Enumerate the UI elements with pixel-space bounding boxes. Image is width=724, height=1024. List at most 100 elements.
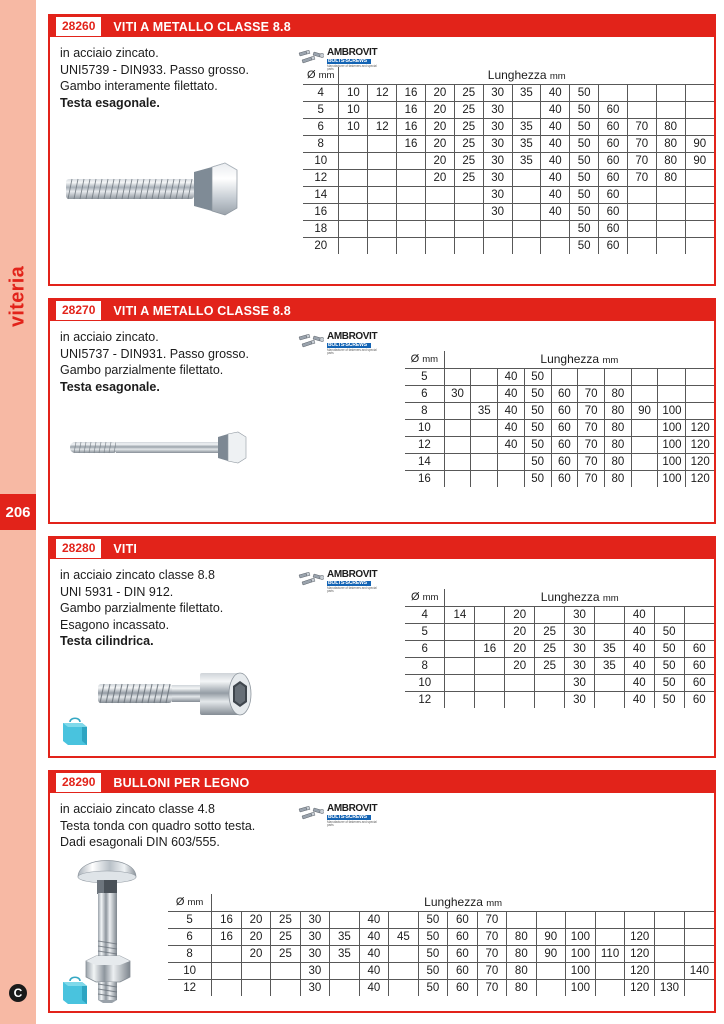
table-row: 16 50 60 70 80 100 120: [405, 469, 714, 487]
length-cell: 30: [564, 639, 595, 658]
length-cell: [470, 452, 499, 471]
product-title: VITI: [113, 541, 138, 556]
length-cell: 16: [396, 117, 426, 136]
length-cell: [211, 978, 242, 996]
length-cell: 80: [506, 978, 537, 996]
brand-subtitle: BOLTS-SCREWS: [327, 580, 371, 586]
length-cell: 120: [685, 452, 714, 471]
length-cell: 30: [482, 185, 513, 204]
length-cell: 40: [623, 690, 655, 708]
length-cell: 50: [569, 134, 600, 153]
length-cell: [338, 151, 369, 170]
length-cell: [685, 384, 714, 403]
diameter-header: Ø mm: [168, 894, 213, 912]
length-cell: [388, 944, 419, 963]
length-cell: 90: [684, 151, 714, 170]
screws-icon: [298, 333, 325, 354]
length-cell: [470, 418, 499, 437]
length-cell: 120: [624, 978, 656, 996]
length-cell: 25: [270, 944, 301, 963]
length-cell: 40: [540, 100, 571, 119]
length-cell: 30: [564, 690, 595, 708]
length-cell: 20: [424, 117, 455, 136]
length-cell: [655, 100, 686, 119]
product-body: in acciaio zincato. UNI5739 - DIN933. Pa…: [50, 37, 714, 284]
length-cell: [654, 910, 685, 929]
length-cell: 30: [564, 656, 595, 675]
length-cell: [424, 202, 455, 221]
length-cell: 70: [476, 910, 508, 929]
diameter-cell: 12: [405, 690, 446, 708]
screws-icon: [298, 571, 325, 592]
length-cell: [657, 367, 687, 386]
length-cell: [470, 367, 499, 386]
length-cell: 50: [653, 639, 685, 658]
length-cell: 120: [685, 435, 714, 454]
brand-subtitle: BOLTS-SCREWS: [327, 342, 371, 348]
brand-logo: AMBROVIT BOLTS-SCREWS Manufacturer of fa…: [298, 47, 380, 71]
length-cell: [504, 673, 536, 692]
length-cell: 40: [540, 117, 571, 136]
length-cell: 50: [417, 927, 449, 946]
length-cell: [474, 673, 506, 692]
length-cell: [443, 418, 472, 437]
length-cell: [630, 418, 659, 437]
diameter-cell: 5: [405, 367, 445, 386]
length-cell: 60: [550, 452, 579, 471]
length-cell: [653, 605, 685, 624]
length-cell: 20: [504, 639, 536, 658]
length-cell: [684, 185, 714, 204]
length-cell: [424, 185, 455, 204]
length-cell: 50: [523, 401, 552, 420]
brand-tagline: Manufacturer of fasteners and special pa…: [327, 348, 377, 356]
desc-line: Testa tonda con quadro sotto testa.: [60, 818, 256, 833]
length-cell: [211, 961, 242, 980]
desc-line: UNI5739 - DIN933. Passo grosso.: [60, 62, 249, 77]
length-cell: 40: [497, 418, 525, 437]
diameter-cell: 10: [303, 151, 340, 170]
length-cell: 90: [535, 927, 567, 946]
table-row: 16 30 40 50 60: [303, 202, 714, 221]
length-cell: 50: [569, 83, 600, 102]
length-cell: 80: [603, 469, 632, 487]
length-cell: [684, 117, 714, 136]
length-cell: [655, 185, 686, 204]
length-cell: 30: [482, 100, 513, 119]
brand-logo: AMBROVIT BOLTS-SCREWS Manufacturer of fa…: [298, 569, 380, 593]
desc-line: Gambo parzialmente filettato.: [60, 363, 224, 377]
length-cell: 10: [338, 83, 369, 102]
table-row: 12 30 40 50 60 70 80 100 120 130: [168, 978, 714, 996]
length-cell: [367, 168, 398, 187]
length-cell: [396, 185, 426, 204]
length-cell: 80: [603, 452, 632, 471]
diameter-cell: 18: [303, 219, 340, 238]
length-cell: [270, 978, 301, 996]
category-label: viteria: [6, 265, 29, 328]
diameter-cell: 6: [303, 117, 340, 136]
length-cell: [388, 978, 419, 996]
length-cell: [504, 690, 536, 708]
length-cell: 40: [358, 978, 390, 996]
length-cell: 50: [569, 151, 600, 170]
length-cell: 60: [683, 673, 714, 692]
diameter-cell: 12: [303, 168, 340, 187]
length-cell: [338, 185, 369, 204]
length-cell: [654, 961, 685, 980]
length-cell: [594, 978, 626, 996]
length-cell: 40: [540, 83, 571, 102]
product-code: 28280: [56, 539, 102, 558]
length-cell: 70: [626, 134, 657, 153]
length-cell: [565, 910, 596, 929]
length-cell: [388, 961, 419, 980]
desc-line: Gambo interamente filettato.: [60, 79, 218, 93]
length-cell: [577, 367, 605, 386]
length-cell: 12: [367, 117, 398, 136]
length-cell: 30: [299, 910, 331, 929]
table-header-row: Ø mm Lunghezza mm: [405, 351, 714, 369]
length-cell: 40: [623, 622, 655, 641]
table-row: 14 50 60 70 80 100 120: [405, 452, 714, 471]
length-cell: 50: [569, 236, 600, 254]
length-cell: 16: [211, 927, 242, 946]
length-cell: 25: [453, 117, 484, 136]
